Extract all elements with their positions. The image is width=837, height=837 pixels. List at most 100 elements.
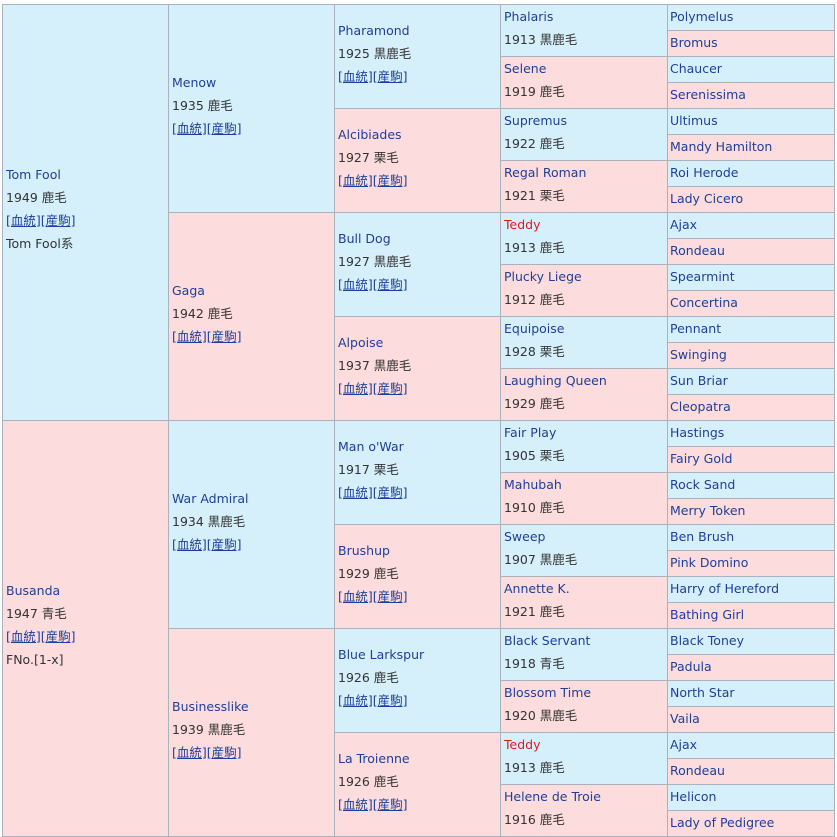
horse-name-link[interactable]: Mahubah — [504, 477, 562, 492]
horse-name-link[interactable]: Teddy — [504, 217, 541, 232]
offspring-link[interactable]: [産駒] — [372, 173, 408, 188]
horse-name-link[interactable]: Teddy — [504, 737, 541, 752]
horse-name-link[interactable]: Pink Domino — [670, 555, 749, 570]
horse-name-link[interactable]: Alpoise — [338, 335, 384, 350]
horse-name-link[interactable]: Helicon — [670, 789, 717, 804]
horse-name-link[interactable]: Cleopatra — [670, 399, 731, 414]
offspring-link[interactable]: [産駒] — [206, 745, 242, 760]
horse-birth-info: 1947 青毛 — [6, 602, 169, 625]
coat-color: 鹿毛 — [373, 566, 399, 581]
horse-name-link[interactable]: Supremus — [504, 113, 567, 128]
horse-name-link[interactable]: Chaucer — [670, 61, 722, 76]
pedigree-link[interactable]: [血統] — [338, 69, 373, 84]
horse-name-link[interactable]: Serenissima — [670, 87, 746, 102]
horse-name-link[interactable]: Rondeau — [670, 763, 725, 778]
offspring-link[interactable]: [産駒] — [372, 381, 408, 396]
horse-birth-info: 1907 黒鹿毛 — [504, 548, 668, 571]
horse-name-link[interactable]: Spearmint — [670, 269, 735, 284]
coat-color: 鹿毛 — [539, 292, 565, 307]
horse-name-link[interactable]: Menow — [172, 75, 217, 90]
horse-name-link[interactable]: Swinging — [670, 347, 727, 362]
horse-name-link[interactable]: Phalaris — [504, 9, 554, 24]
birth-year: 1927 — [338, 254, 370, 269]
horse-name-link[interactable]: Fair Play — [504, 425, 557, 440]
horse-name-link[interactable]: Fairy Gold — [670, 451, 733, 466]
horse-name-link[interactable]: Lady of Pedigree — [670, 815, 775, 830]
horse-name-link[interactable]: North Star — [670, 685, 735, 700]
horse-name-link[interactable]: Roi Herode — [670, 165, 739, 180]
horse-name-link[interactable]: Vaila — [670, 711, 700, 726]
horse-name-link[interactable]: Laughing Queen — [504, 373, 607, 388]
horse-name-link[interactable]: La Troienne — [338, 751, 410, 766]
horse-name-link[interactable]: Sweep — [504, 529, 546, 544]
offspring-link[interactable]: [産駒] — [206, 329, 242, 344]
pedigree-link[interactable]: [血統] — [338, 797, 373, 812]
horse-name-link[interactable]: Bromus — [670, 35, 718, 50]
horse-name-link[interactable]: Annette K. — [504, 581, 570, 596]
horse-name-link[interactable]: Ajax — [670, 737, 698, 752]
pedigree-cell-g5: Fairy Gold — [667, 446, 835, 473]
horse-name-link[interactable]: Brushup — [338, 543, 390, 558]
pedigree-link[interactable]: [血統] — [338, 277, 373, 292]
horse-name-link[interactable]: Blue Larkspur — [338, 647, 425, 662]
horse-name-link[interactable]: Tom Fool — [6, 167, 61, 182]
horse-name-link[interactable]: Pharamond — [338, 23, 410, 38]
horse-name-link[interactable]: Man o'War — [338, 439, 404, 454]
horse-name-link[interactable]: Plucky Liege — [504, 269, 582, 284]
horse-name-link[interactable]: Bathing Girl — [670, 607, 745, 622]
horse-name-link[interactable]: Merry Token — [670, 503, 746, 518]
pedigree-link[interactable]: [血統] — [172, 745, 207, 760]
pedigree-cell-g5: Cleopatra — [667, 394, 835, 421]
offspring-link[interactable]: [産駒] — [372, 589, 408, 604]
horse-name-link[interactable]: Ajax — [670, 217, 698, 232]
offspring-link[interactable]: [産駒] — [372, 277, 408, 292]
pedigree-link[interactable]: [血統] — [6, 213, 41, 228]
horse-name-link[interactable]: Concertina — [670, 295, 738, 310]
horse-name-link[interactable]: Ultimus — [670, 113, 718, 128]
horse-name-link[interactable]: Rondeau — [670, 243, 725, 258]
horse-name-link[interactable]: Busanda — [6, 583, 61, 598]
horse-name-link[interactable]: Sun Briar — [670, 373, 728, 388]
pedigree-link[interactable]: [血統] — [338, 173, 373, 188]
pedigree-cell-g4: Fair Play 1905 栗毛 — [500, 420, 669, 473]
offspring-link[interactable]: [産駒] — [206, 537, 242, 552]
horse-name-link[interactable]: Black Toney — [670, 633, 744, 648]
horse-name-link[interactable]: Rock Sand — [670, 477, 736, 492]
horse-name-link[interactable]: Ben Brush — [670, 529, 735, 544]
offspring-link[interactable]: [産駒] — [372, 69, 408, 84]
birth-year: 1935 — [172, 98, 204, 113]
offspring-link[interactable]: [産駒] — [372, 485, 408, 500]
offspring-link[interactable]: [産駒] — [372, 693, 408, 708]
pedigree-link[interactable]: [血統] — [338, 381, 373, 396]
horse-name-link[interactable]: War Admiral — [172, 491, 249, 506]
horse-name-link[interactable]: Helene de Troie — [504, 789, 601, 804]
horse-name-link[interactable]: Mandy Hamilton — [670, 139, 773, 154]
pedigree-link[interactable]: [血統] — [172, 121, 207, 136]
horse-name-link[interactable]: Hastings — [670, 425, 725, 440]
pedigree-link[interactable]: [血統] — [338, 589, 373, 604]
offspring-link[interactable]: [産駒] — [40, 629, 76, 644]
pedigree-link[interactable]: [血統] — [6, 629, 41, 644]
horse-name-link[interactable]: Polymelus — [670, 9, 734, 24]
horse-name-link[interactable]: Gaga — [172, 283, 205, 298]
horse-name-link[interactable]: Pennant — [670, 321, 722, 336]
offspring-link[interactable]: [産駒] — [40, 213, 76, 228]
pedigree-link[interactable]: [血統] — [172, 329, 207, 344]
horse-name-link[interactable]: Alcibiades — [338, 127, 402, 142]
pedigree-cell-g5: Ben Brush — [667, 524, 835, 551]
pedigree-link[interactable]: [血統] — [172, 537, 207, 552]
horse-name-link[interactable]: Bull Dog — [338, 231, 391, 246]
horse-name-link[interactable]: Blossom Time — [504, 685, 592, 700]
pedigree-link[interactable]: [血統] — [338, 485, 373, 500]
horse-name-link[interactable]: Businesslike — [172, 699, 249, 714]
offspring-link[interactable]: [産駒] — [206, 121, 242, 136]
horse-name-link[interactable]: Black Servant — [504, 633, 591, 648]
pedigree-link[interactable]: [血統] — [338, 693, 373, 708]
horse-name-link[interactable]: Regal Roman — [504, 165, 587, 180]
horse-name-link[interactable]: Selene — [504, 61, 547, 76]
horse-name-link[interactable]: Padula — [670, 659, 712, 674]
offspring-link[interactable]: [産駒] — [372, 797, 408, 812]
horse-name-link[interactable]: Equipoise — [504, 321, 565, 336]
horse-name-link[interactable]: Lady Cicero — [670, 191, 744, 206]
horse-name-link[interactable]: Harry of Hereford — [670, 581, 780, 596]
